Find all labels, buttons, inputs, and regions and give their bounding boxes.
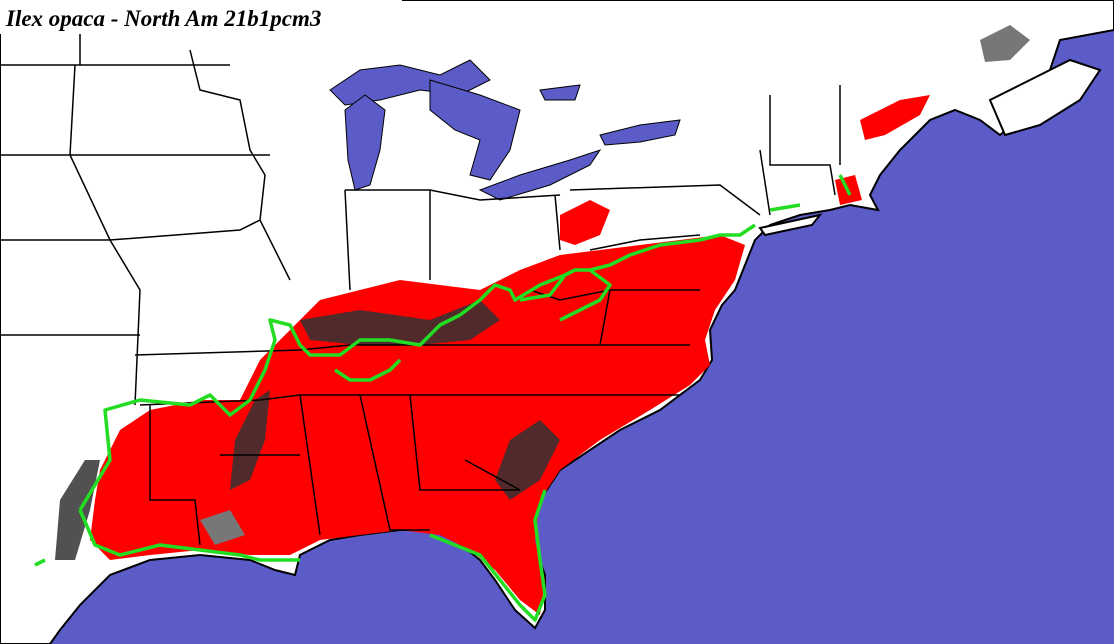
range-red <box>90 235 745 615</box>
lake-ontario <box>599 119 681 146</box>
range-dark-mississippi <box>230 390 270 490</box>
map-title: Ilex opaca - North Am 21b1pcm3 <box>5 6 321 31</box>
range-dark-texas <box>55 460 100 560</box>
state-borders <box>0 0 841 546</box>
range-dark-tn <box>300 300 500 345</box>
range-grey-ne <box>980 25 1030 62</box>
range-dark-sc <box>495 420 560 500</box>
range-outline <box>34 174 852 622</box>
range-red-ne <box>860 95 930 140</box>
lake-huron <box>429 79 521 181</box>
long-island <box>758 213 823 237</box>
lake-michigan <box>344 94 386 191</box>
nova-scotia <box>988 58 1102 137</box>
hudson-bay-edge <box>539 84 581 101</box>
range-grey-la <box>200 510 245 545</box>
range-ohio <box>560 200 610 245</box>
title-box <box>0 0 402 34</box>
